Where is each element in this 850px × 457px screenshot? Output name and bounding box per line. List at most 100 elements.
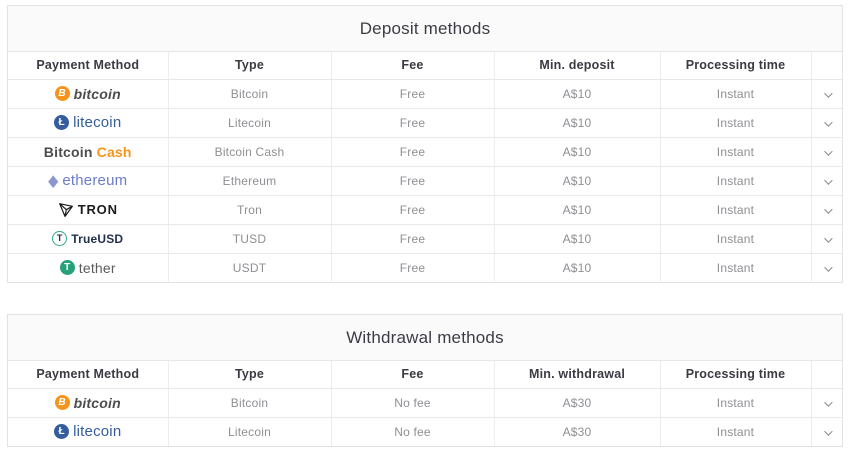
min-withdrawal-cell: A$30 [494, 417, 661, 446]
expand-row-button[interactable] [811, 108, 842, 138]
min-deposit-cell: A$10 [494, 79, 661, 109]
litecoin-icon: Ł [54, 424, 70, 440]
bitcoin-logo-label: bitcoin [73, 394, 121, 411]
chevron-down-icon [823, 88, 833, 98]
min-deposit-cell: A$10 [494, 166, 661, 196]
chevron-down-icon [823, 233, 833, 243]
expand-row-button[interactable] [811, 224, 842, 254]
min-deposit-cell: A$10 [494, 224, 661, 254]
table-row-bitcoin-cash: Bitcoin Cash Bitcoin Cash Free A$10 Insta… [8, 137, 842, 167]
fee-cell: Free [331, 195, 495, 225]
table-row-tron: TRON Tron Free A$10 Instant [8, 195, 842, 225]
fee-cell: Free [331, 253, 495, 282]
withdrawal-methods-table: Withdrawal methods Payment Method Type F… [7, 314, 843, 447]
processing-time-cell: Instant [660, 137, 812, 167]
expand-row-button[interactable] [811, 137, 842, 167]
tether-logo: T tether [59, 259, 116, 276]
column-header-processing-time: Processing time [660, 361, 812, 389]
litecoin-logo: Ł litecoin [54, 114, 121, 131]
column-header-type: Type [168, 361, 332, 389]
column-header-payment-method: Payment Method [8, 52, 169, 80]
fee-cell: Free [331, 79, 495, 109]
fee-cell: Free [331, 108, 495, 138]
expand-row-button[interactable] [811, 195, 842, 225]
type-cell: Ethereum [168, 166, 332, 196]
bitcoin-cash-logo: Bitcoin Cash [44, 144, 132, 160]
processing-time-cell: Instant [660, 166, 812, 196]
min-withdrawal-cell: A$30 [494, 388, 661, 418]
deposit-methods-table: Deposit methods Payment Method Type Fee … [7, 5, 843, 283]
expand-row-button[interactable] [811, 253, 842, 282]
column-header-min-withdrawal: Min. withdrawal [494, 361, 661, 389]
trueusd-logo: T TrueUSD [52, 231, 124, 247]
type-cell: Litecoin [168, 108, 332, 138]
processing-time-cell: Instant [660, 79, 812, 109]
litecoin-icon: Ł [54, 115, 70, 130]
table-row-tether: T tether USDT Free A$10 Instant [8, 253, 842, 282]
chevron-down-icon [823, 146, 833, 156]
chevron-down-icon [823, 427, 833, 436]
column-header-expand [811, 52, 842, 80]
chevron-down-icon [823, 204, 833, 214]
table-row-ethereum: ◆ ethereum Ethereum Free A$10 Instant [8, 166, 842, 196]
processing-time-cell: Instant [660, 108, 812, 138]
expand-row-button[interactable] [811, 79, 842, 109]
bitcoin-logo: B bitcoin [54, 394, 121, 411]
tron-icon [58, 202, 73, 217]
trueusd-logo-label: TrueUSD [71, 231, 124, 246]
trueusd-icon: T [52, 231, 68, 247]
table-row-litecoin: Ł litecoin Litecoin No fee A$30 Instant [8, 417, 842, 446]
column-header-expand [811, 361, 842, 389]
min-deposit-cell: A$10 [494, 108, 661, 138]
withdrawal-table-title: Withdrawal methods [8, 315, 842, 361]
chevron-down-icon [823, 263, 833, 272]
ethereum-logo-label: ethereum [62, 172, 128, 189]
tether-logo-label: tether [78, 259, 116, 276]
column-header-payment-method: Payment Method [8, 361, 169, 389]
min-deposit-cell: A$10 [494, 137, 661, 167]
type-cell: Bitcoin [168, 388, 332, 418]
tether-icon: T [59, 260, 75, 276]
expand-row-button[interactable] [811, 388, 842, 418]
column-header-fee: Fee [331, 361, 495, 389]
fee-cell: Free [331, 166, 495, 196]
deposit-header-row: Payment Method Type Fee Min. deposit Pro… [8, 52, 842, 80]
bitcoin-icon: B [54, 86, 70, 101]
processing-time-cell: Instant [660, 253, 812, 282]
processing-time-cell: Instant [660, 224, 812, 254]
litecoin-logo-label: litecoin [73, 423, 122, 441]
tron-logo-label: TRON [77, 202, 118, 217]
expand-row-button[interactable] [811, 417, 842, 446]
table-row-bitcoin: B bitcoin Bitcoin No fee A$30 Instant [8, 388, 842, 418]
bitcoin-cash-logo-label-primary: Bitcoin [43, 143, 93, 160]
withdrawal-header-row: Payment Method Type Fee Min. withdrawal … [8, 361, 842, 389]
min-deposit-cell: A$10 [494, 253, 661, 282]
chevron-down-icon [823, 397, 833, 407]
type-cell: Tron [168, 195, 332, 225]
deposit-table-title: Deposit methods [8, 6, 842, 52]
processing-time-cell: Instant [660, 388, 812, 418]
column-header-min-deposit: Min. deposit [494, 52, 661, 80]
tron-logo: TRON [58, 202, 118, 218]
bitcoin-logo: B bitcoin [54, 86, 121, 102]
type-cell: Bitcoin [168, 79, 332, 109]
bitcoin-icon: B [54, 395, 70, 410]
fee-cell: Free [331, 137, 495, 167]
type-cell: USDT [168, 253, 332, 282]
fee-cell: Free [331, 224, 495, 254]
column-header-type: Type [168, 52, 332, 80]
expand-row-button[interactable] [811, 166, 842, 196]
litecoin-logo: Ł litecoin [54, 423, 121, 440]
chevron-down-icon [823, 117, 833, 127]
chevron-down-icon [823, 175, 833, 185]
processing-time-cell: Instant [660, 417, 812, 446]
fee-cell: No fee [331, 388, 495, 418]
type-cell: Bitcoin Cash [168, 137, 332, 167]
column-header-processing-time: Processing time [660, 52, 812, 80]
min-deposit-cell: A$10 [494, 195, 661, 225]
litecoin-logo-label: litecoin [73, 114, 122, 131]
type-cell: Litecoin [168, 417, 332, 446]
table-row-trueusd: T TrueUSD TUSD Free A$10 Instant [8, 224, 842, 254]
tables-gap [7, 283, 843, 314]
table-row-bitcoin: B bitcoin Bitcoin Free A$10 Instant [8, 79, 842, 109]
